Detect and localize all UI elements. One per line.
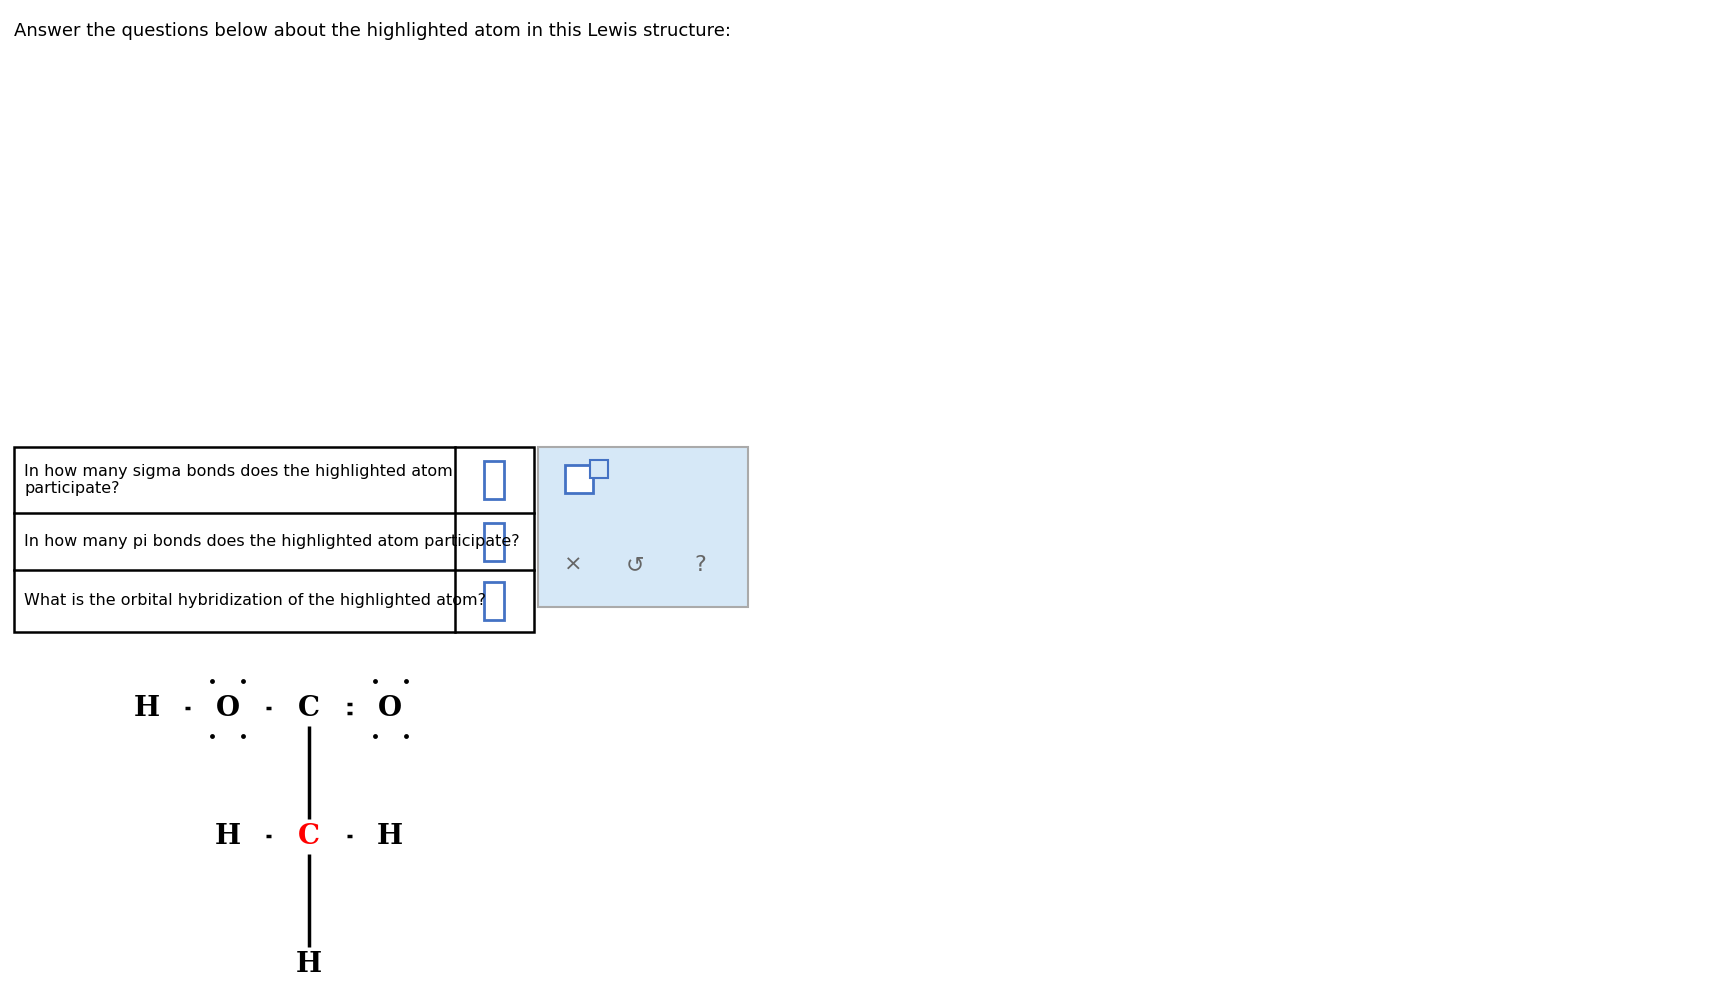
Text: In how many sigma bonds does the highlighted atom
participate?: In how many sigma bonds does the highlig… bbox=[24, 463, 452, 496]
FancyBboxPatch shape bbox=[539, 447, 747, 607]
Text: C: C bbox=[299, 823, 319, 850]
Bar bbox=[564, 465, 594, 493]
Text: H: H bbox=[133, 695, 161, 722]
Text: Answer the questions below about the highlighted atom in this Lewis structure:: Answer the questions below about the hig… bbox=[14, 22, 732, 40]
Bar bbox=[485, 523, 504, 561]
Text: ?: ? bbox=[694, 555, 706, 575]
Bar bbox=[590, 460, 608, 478]
Bar bbox=[14, 447, 533, 632]
Text: H: H bbox=[295, 951, 323, 978]
Text: H: H bbox=[214, 823, 242, 850]
Text: H: H bbox=[376, 823, 404, 850]
Text: O: O bbox=[216, 695, 240, 722]
Bar bbox=[485, 582, 504, 620]
Text: ×: × bbox=[564, 555, 582, 575]
Text: O: O bbox=[378, 695, 402, 722]
Bar bbox=[485, 461, 504, 499]
Text: In how many pi bonds does the highlighted atom participate?: In how many pi bonds does the highlighte… bbox=[24, 534, 520, 549]
Text: C: C bbox=[299, 695, 319, 722]
Text: ↺: ↺ bbox=[627, 555, 644, 575]
Text: What is the orbital hybridization of the highlighted atom?: What is the orbital hybridization of the… bbox=[24, 593, 487, 608]
